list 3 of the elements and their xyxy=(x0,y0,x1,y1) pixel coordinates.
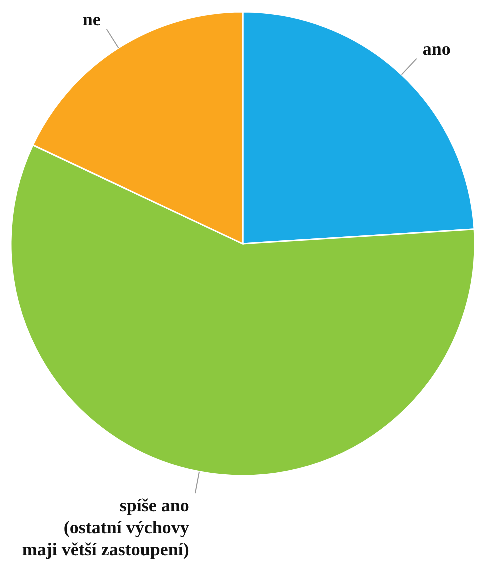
slice-label: spíše ano (ostatní výchovy maji větší zastoupení) xyxy=(22,496,190,560)
slice-label: ano xyxy=(422,38,451,59)
slice-label: ne xyxy=(82,10,101,30)
